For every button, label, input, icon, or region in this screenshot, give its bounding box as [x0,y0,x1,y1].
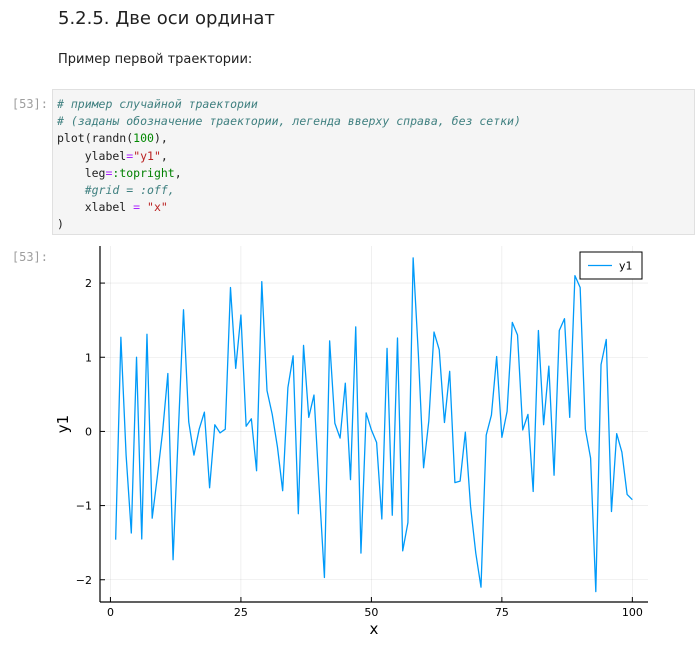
x-tick-label: 25 [234,606,248,619]
code-operator: = [133,200,141,215]
code-string: "y1" [133,148,161,163]
code-text: ), [153,131,168,146]
code-text: xlabel [57,200,134,215]
y-axis-label: y1 [54,415,72,433]
code-line-8: ) [57,216,694,233]
x-tick-label: 50 [364,606,378,619]
legend-label: y1 [619,260,633,273]
code-operator: = [105,165,113,180]
tick-labels: 0 25 50 75 100 −2 −1 0 1 2 [76,277,643,619]
code-comment: # пример случайной траектории [57,97,258,111]
code-string: "x" [140,200,168,215]
description-text: Пример первой траектории: [58,52,253,67]
y-tick-label: 1 [85,351,92,364]
code-line-1: # пример случайной траектории [57,96,694,113]
legend: y1 [579,251,643,280]
code-text: plot(randn( [57,131,134,146]
code-line-3: plot(randn(100), [57,130,694,147]
input-prompt: [53]: [11,97,48,111]
code-number: 100 [133,131,154,146]
code-line-5: leg=:topright, [57,165,694,182]
x-tick-label: 100 [622,606,643,619]
code-comment: # (заданы обозначение траектории, легенд… [57,114,521,129]
x-tick-label: 0 [107,606,114,619]
code-line-4: ylabel="y1", [57,148,694,165]
y-tick-label: −1 [76,500,92,513]
series-line-y1 [115,257,633,593]
x-axis-label: x [370,620,379,638]
code-cell[interactable]: # пример случайной траектории # (заданы о… [52,89,695,235]
code-text: , [174,165,182,180]
x-tick-label: 75 [495,606,509,619]
series-layer [115,257,633,593]
code-text: ylabel [57,148,127,163]
code-line-6: #grid = :off, [57,182,694,199]
code-line-2: # (заданы обозначение траектории, легенд… [57,113,694,130]
code-comment: #grid = :off, [57,182,175,197]
y-tick-label: 0 [85,425,92,438]
code-text: ) [57,217,64,232]
grid-lines [100,246,648,602]
code-line-7: xlabel = "x" [57,199,694,216]
code-text: leg [57,165,106,180]
section-heading: 5.2.5. Две оси ординат [58,8,275,29]
output-prompt: [53]: [11,250,48,264]
y-tick-label: 2 [85,277,92,290]
y-tick-label: −2 [76,574,92,587]
code-operator: = [126,148,134,163]
code-symbol: :topright [112,165,175,180]
axes [99,246,648,603]
code-text: , [160,148,168,163]
